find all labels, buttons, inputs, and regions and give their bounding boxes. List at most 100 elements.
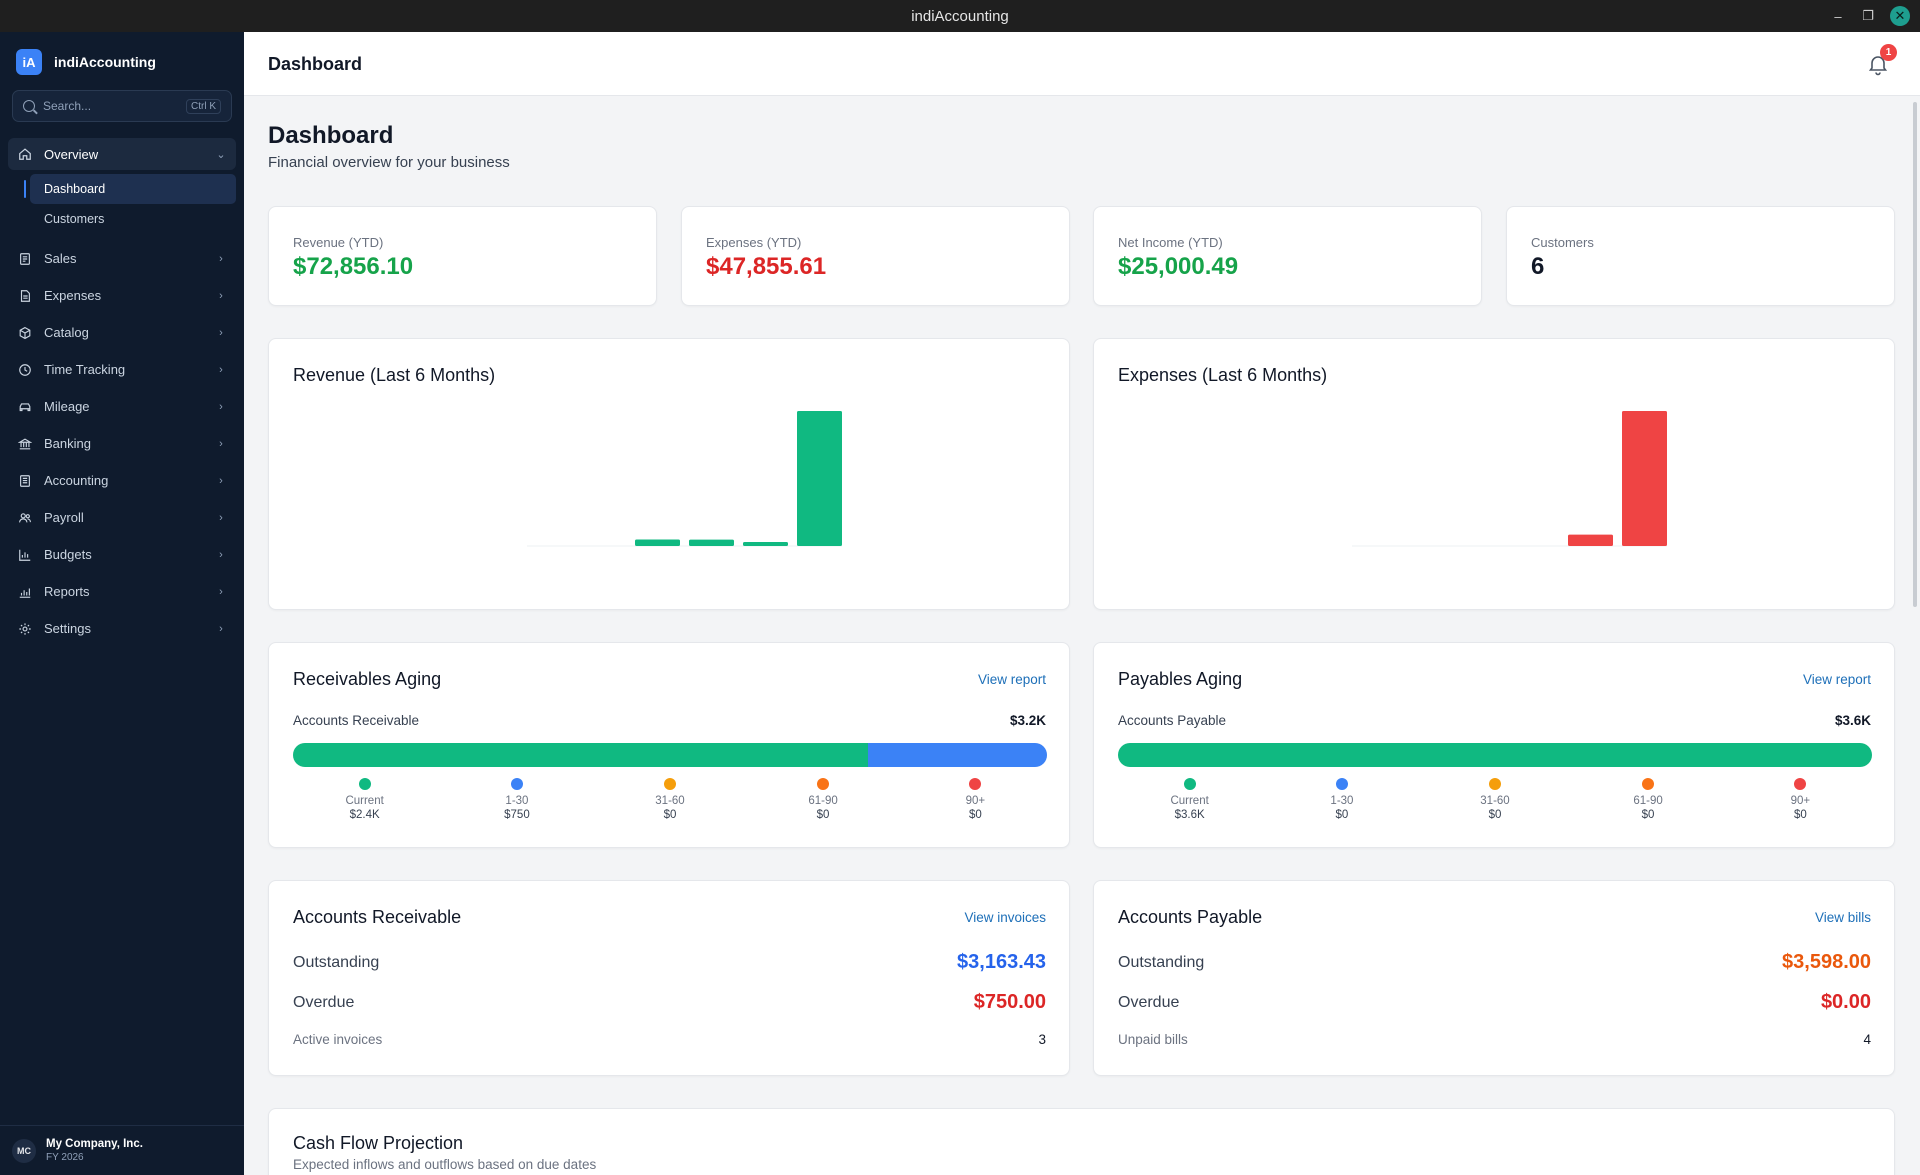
- chevron-right-icon: ›: [219, 363, 223, 376]
- nav-label: Payroll: [44, 510, 84, 525]
- card-title: Payables Aging: [1118, 669, 1243, 689]
- stat-label: Net Income (YTD): [1118, 235, 1223, 250]
- chevron-down-icon: ⌄: [216, 148, 226, 161]
- company-switcher[interactable]: MC My Company, Inc. FY 2026: [0, 1125, 244, 1175]
- stat-label: Expenses (YTD): [706, 235, 802, 250]
- expenses-bar-chart: [1352, 411, 1667, 547]
- bell-icon[interactable]: [1866, 52, 1890, 76]
- aging-label: Accounts Receivable: [293, 713, 420, 728]
- accounts-receivable-card: Accounts Receivable View invoices Outsta…: [268, 880, 1070, 1076]
- search-box[interactable]: Ctrl K: [12, 90, 232, 122]
- nav-catalog[interactable]: Catalog ›: [8, 314, 236, 351]
- brand[interactable]: iA indiAccounting: [16, 49, 156, 75]
- stat-label: Revenue (YTD): [293, 235, 384, 250]
- card-title: Accounts Receivable: [293, 907, 462, 927]
- bucket-dot-icon: [1642, 778, 1655, 790]
- aging-bucket: 90+ $0: [1760, 778, 1840, 822]
- nav-budgets[interactable]: Budgets ›: [8, 536, 236, 573]
- aging-bar: [1118, 743, 1872, 767]
- search-input[interactable]: [43, 99, 178, 113]
- outstanding-value: $3,163.43: [957, 951, 1046, 973]
- bucket-name: 61-90: [808, 795, 838, 807]
- document-icon: [20, 289, 30, 302]
- restore-icon[interactable]: ❐: [1862, 8, 1874, 23]
- scrollbar[interactable]: [1913, 102, 1917, 607]
- nav-label: Accounting: [44, 473, 109, 488]
- nav-sales[interactable]: Sales ›: [8, 240, 236, 277]
- overdue-value: $750.00: [973, 991, 1046, 1013]
- aging-bucket: 61-90 $0: [783, 778, 863, 822]
- nav-time-tracking[interactable]: Time Tracking ›: [8, 351, 236, 388]
- overdue-value: $0.00: [1820, 991, 1871, 1013]
- bank-icon: [18, 438, 32, 449]
- view-invoices-link[interactable]: View invoices: [964, 910, 1046, 925]
- gear-icon: [19, 622, 31, 635]
- nav-expenses[interactable]: Expenses ›: [8, 277, 236, 314]
- aging-bucket: 31-60 $0: [1455, 778, 1535, 822]
- nav-customers[interactable]: Customers: [44, 212, 105, 226]
- nav-label: Settings: [44, 621, 91, 636]
- aging-bucket: 1-30 $750: [477, 778, 557, 822]
- bucket-dot-icon: [664, 778, 676, 790]
- nav-banking[interactable]: Banking ›: [8, 425, 236, 462]
- overview-submenu: Dashboard Customers: [24, 174, 236, 234]
- view-bills-link[interactable]: View bills: [1814, 910, 1871, 925]
- active-indicator: [24, 180, 26, 198]
- nav-label: Budgets: [44, 547, 92, 562]
- bucket-dot-icon: [358, 778, 371, 790]
- count-value: 4: [1863, 1032, 1871, 1047]
- view-report-link[interactable]: View report: [977, 672, 1046, 687]
- page-subtitle: Financial overview for your business: [268, 154, 510, 171]
- chart-bar[interactable]: [743, 542, 788, 546]
- bucket-name: 31-60: [1480, 795, 1510, 807]
- bucket-value: $2.4K: [349, 809, 380, 821]
- bucket-value: $0: [968, 809, 982, 821]
- box-icon: [19, 326, 31, 339]
- chart-bar[interactable]: [635, 539, 680, 546]
- bucket-value: $0: [816, 809, 830, 821]
- aging-segment-1-30: [867, 743, 1047, 767]
- stat-card-customers: Customers 6: [1506, 206, 1895, 306]
- nav-accounting[interactable]: Accounting ›: [8, 462, 236, 499]
- close-icon[interactable]: ✕: [1890, 6, 1910, 26]
- notification-badge: 1: [1880, 44, 1897, 61]
- card-title: Expenses (Last 6 Months): [1118, 365, 1328, 385]
- nav-dashboard[interactable]: Dashboard: [30, 174, 236, 204]
- receipt-icon: [20, 252, 30, 265]
- nav-payroll[interactable]: Payroll ›: [8, 499, 236, 536]
- minimize-icon[interactable]: –: [1834, 8, 1842, 24]
- chart-bar[interactable]: [689, 539, 734, 546]
- chart-bar[interactable]: [1622, 411, 1667, 546]
- bucket-name: 1-30: [1330, 795, 1354, 807]
- nav-label: Mileage: [44, 399, 90, 414]
- company-name: My Company, Inc.: [46, 1138, 143, 1150]
- nav-reports[interactable]: Reports ›: [8, 573, 236, 610]
- stat-card-net-income: Net Income (YTD) $25,000.49: [1093, 206, 1482, 306]
- expenses-chart-card: Expenses (Last 6 Months): [1093, 338, 1895, 610]
- nav-settings[interactable]: Settings ›: [8, 610, 236, 647]
- avatar: MC: [12, 1138, 36, 1163]
- bucket-value: $0: [1488, 809, 1502, 821]
- aging-total: $3.6K: [1834, 713, 1871, 728]
- stat-label: Customers: [1531, 235, 1594, 250]
- chart-bar[interactable]: [1568, 534, 1613, 546]
- ledger-icon: [20, 474, 30, 487]
- main-nav: Overview ⌄ Dashboard Customers Sales › E…: [8, 138, 236, 647]
- header-title: Dashboard: [268, 54, 363, 74]
- bucket-value: $3.6K: [1174, 809, 1205, 821]
- company-info: My Company, Inc. FY 2026: [46, 1138, 143, 1163]
- bucket-dot-icon: [969, 778, 982, 790]
- receivables-aging-card: Receivables Aging View report Accounts R…: [268, 642, 1070, 848]
- chart-bar[interactable]: [797, 411, 842, 546]
- top-header: Dashboard 1: [244, 32, 1920, 96]
- report-icon: [19, 588, 31, 598]
- bucket-value: $0: [1641, 809, 1655, 821]
- outstanding-value: $3,598.00: [1782, 951, 1871, 973]
- bucket-name: Current: [1170, 795, 1209, 807]
- bucket-dot-icon: [1183, 778, 1196, 790]
- nav-overview[interactable]: Overview ⌄: [8, 138, 236, 170]
- bucket-value: $0: [1335, 809, 1349, 821]
- view-report-link[interactable]: View report: [1802, 672, 1871, 687]
- nav-mileage[interactable]: Mileage ›: [8, 388, 236, 425]
- aging-bucket: Current $2.4K: [325, 778, 405, 822]
